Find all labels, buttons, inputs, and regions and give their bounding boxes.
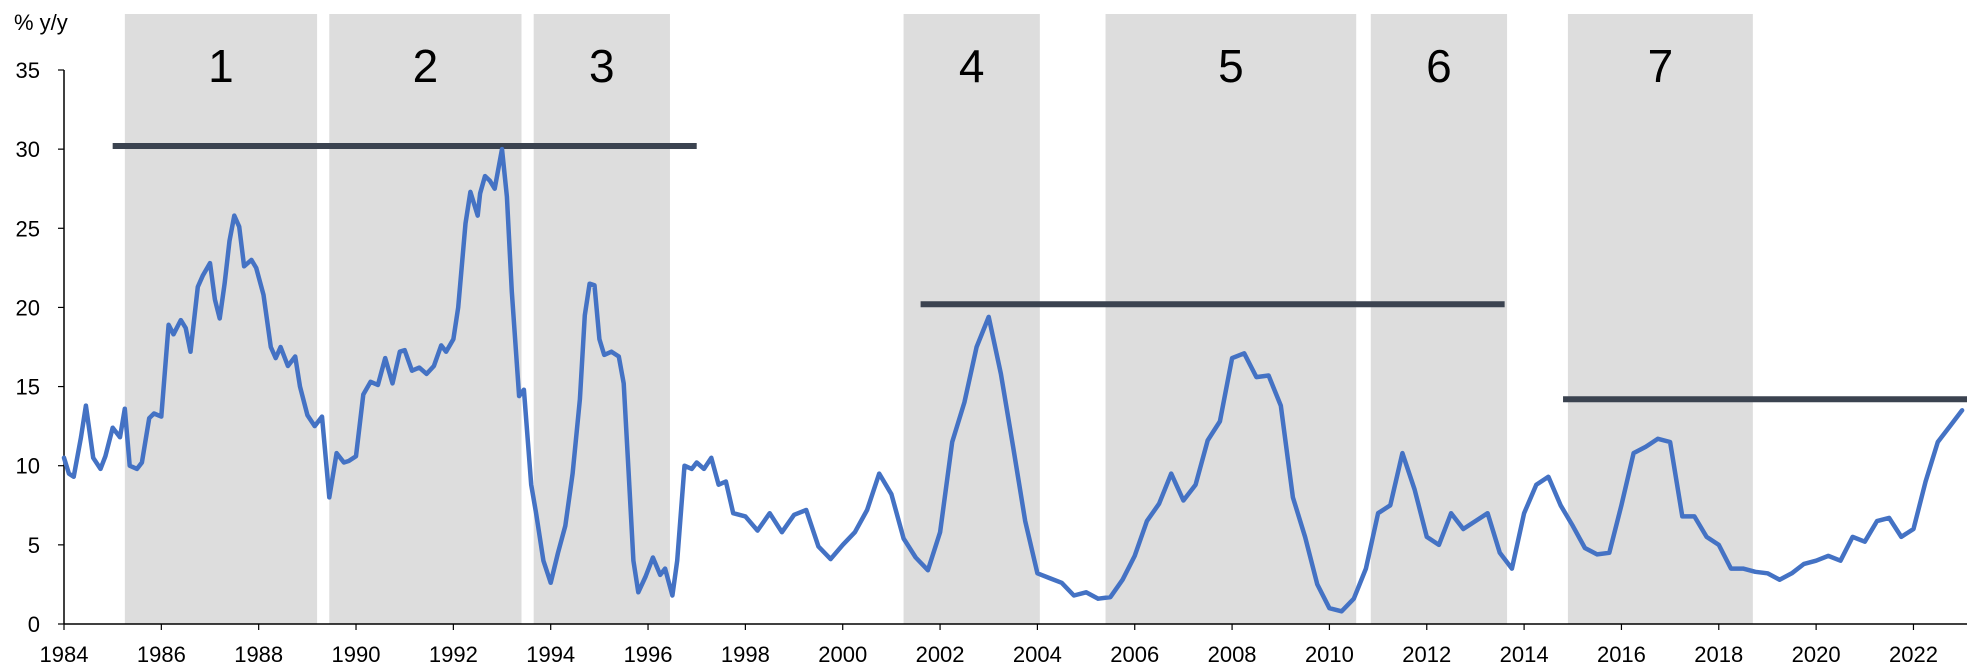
x-tick-label: 1984 (40, 642, 89, 667)
y-tick-label: 15 (16, 375, 40, 400)
band-label-7: 7 (1648, 40, 1674, 92)
series-layer (61, 146, 1965, 614)
x-tick-label: 1986 (137, 642, 186, 667)
shaded-band-4 (903, 14, 1040, 624)
x-tick-label: 2010 (1305, 642, 1354, 667)
x-tick-label: 2022 (1889, 642, 1938, 667)
axes: 0 5 10 15 20 25 30 35 1984 1986 1988 1990 1992 1994 19… (16, 58, 1967, 667)
y-axis-unit-label: % y/y (14, 10, 68, 35)
x-tick-label: 1988 (234, 642, 283, 667)
x-tick-label: 2006 (1110, 642, 1159, 667)
y-tick-label: 0 (28, 612, 40, 637)
y-tick-label: 25 (16, 216, 40, 241)
x-tick-label: 2018 (1694, 642, 1743, 667)
y-tick-label: 35 (16, 58, 40, 83)
band-label-layer: 1 2 3 4 5 6 7 (208, 40, 1673, 92)
x-tick-label: 2020 (1792, 642, 1841, 667)
shaded-band-2 (329, 14, 522, 624)
band-label-2: 2 (413, 40, 439, 92)
x-tick-label: 2000 (818, 642, 867, 667)
band-label-6: 6 (1426, 40, 1452, 92)
shaded-band-6 (1370, 14, 1508, 624)
x-tick-label: 1990 (332, 642, 381, 667)
x-tick-label: 2008 (1208, 642, 1257, 667)
y-tick-label: 5 (28, 533, 40, 558)
x-tick-label: 2002 (916, 642, 965, 667)
x-tick-label: 1996 (624, 642, 673, 667)
x-tick-label: 1992 (429, 642, 478, 667)
x-tick-label: 1994 (526, 642, 575, 667)
hline-layer (112, 142, 1967, 403)
y-tick-label: 20 (16, 295, 40, 320)
series-line-1 (61, 146, 1965, 614)
x-tick-label: 1998 (721, 642, 770, 667)
band-label-1: 1 (208, 40, 234, 92)
y-tick-label: 10 (16, 454, 40, 479)
x-tick-label: 2004 (1013, 642, 1062, 667)
shaded-band-7 (1567, 14, 1753, 624)
x-tick-label: 2016 (1597, 642, 1646, 667)
band-label-4: 4 (959, 40, 985, 92)
y-tick-label: 30 (16, 137, 40, 162)
x-tick-label: 2014 (1500, 642, 1549, 667)
x-tick-label: 2012 (1402, 642, 1451, 667)
band-label-3: 3 (589, 40, 615, 92)
band-label-5: 5 (1218, 40, 1244, 92)
shaded-band-3 (533, 14, 670, 624)
